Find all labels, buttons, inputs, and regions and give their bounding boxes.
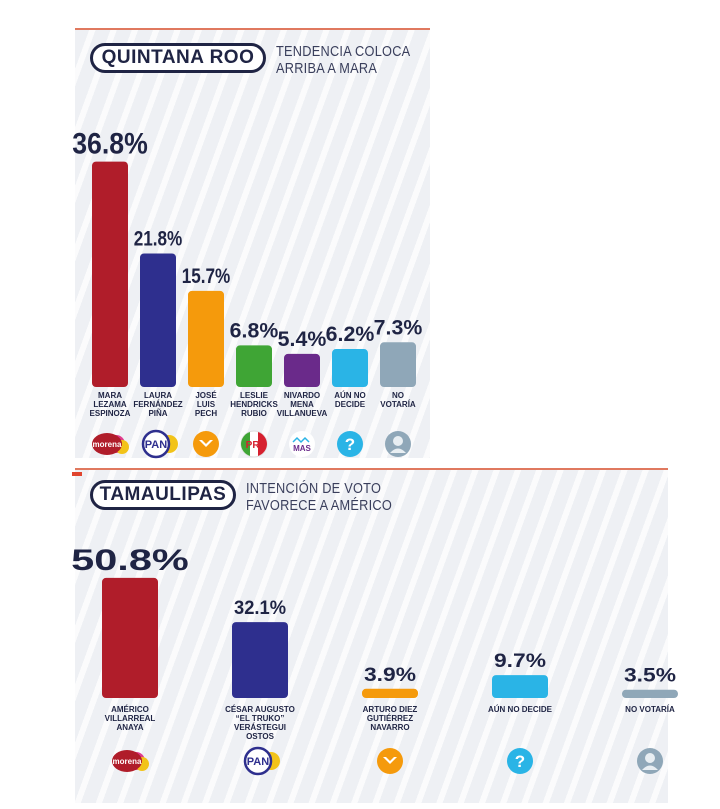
- morena-logo: [92, 433, 122, 455]
- category-label: “EL TRUKO”: [236, 714, 285, 723]
- category-label: ARTURO DIEZ: [363, 705, 418, 714]
- top-rule: [75, 28, 430, 30]
- bar: [622, 689, 678, 698]
- value-label: 3.9%: [364, 665, 416, 686]
- category-label: AÚN NO DECIDE: [488, 705, 553, 714]
- category-label: PIÑA: [148, 409, 167, 418]
- value-label: 7.3%: [374, 316, 423, 339]
- bar: [284, 353, 320, 387]
- question-mark: ?: [515, 752, 525, 771]
- category-label: GUTIÉRREZ: [367, 714, 413, 723]
- morena-logo-text: morena: [113, 757, 142, 766]
- person-head: [393, 436, 403, 446]
- value-label: 5.4%: [278, 328, 327, 351]
- value-label: 21.8%: [134, 227, 183, 250]
- subtitle-tamaulipas: INTENCIÓN DE VOTO FAVORECE A AMÉRICO: [246, 480, 450, 514]
- category-label: NAVARRO: [370, 723, 409, 732]
- category-label: NO: [392, 391, 404, 400]
- mas-logo: [289, 431, 315, 457]
- category-label: NIVARDO: [284, 391, 320, 400]
- bar: [236, 345, 272, 387]
- pan-logo: [141, 429, 171, 459]
- category-label: MARA: [98, 391, 122, 400]
- value-label: 50.8%: [71, 544, 189, 577]
- subtitle-line: ARRIBA A MARA: [276, 60, 378, 77]
- category-label: AÚN NO: [334, 391, 366, 400]
- bar: [332, 349, 368, 387]
- person-body: [390, 448, 406, 453]
- morena-logo: [112, 750, 142, 772]
- category-label: CÉSAR AUGUSTO: [225, 705, 295, 714]
- subtitle-line: FAVORECE A AMÉRICO: [246, 497, 393, 514]
- category-label: VILLANUEVA: [277, 409, 328, 418]
- accent-tick: [72, 472, 82, 476]
- eagle-shape: [199, 440, 213, 447]
- value-label: 9.7%: [494, 651, 546, 672]
- category-label: VERÁSTEGUI: [234, 723, 286, 732]
- value-label: 32.1%: [234, 598, 286, 619]
- category-label: DECIDE: [335, 400, 366, 409]
- bar: [188, 290, 224, 387]
- bar: [380, 342, 416, 387]
- bar: [92, 161, 128, 387]
- background-stripes: [75, 468, 668, 803]
- category-label: ANAYA: [117, 723, 144, 732]
- question-icon: [507, 748, 533, 774]
- state-title-quintana-roo: QUINTANA ROO: [90, 43, 266, 73]
- pri-logo-text: PRI: [246, 440, 263, 451]
- pri-green: [241, 432, 250, 456]
- bar: [232, 622, 288, 698]
- pan-logo-text: PAN: [145, 439, 167, 451]
- question-icon: [337, 431, 363, 457]
- subtitle-line: INTENCIÓN DE VOTO: [246, 480, 382, 497]
- value-label: 3.5%: [624, 666, 676, 687]
- category-label: OSTOS: [246, 732, 275, 741]
- top-rule: [75, 468, 668, 470]
- bar: [492, 675, 548, 698]
- category-label: PECH: [195, 409, 217, 418]
- category-label: RUBIO: [241, 409, 267, 418]
- eagle-shape: [383, 757, 397, 764]
- quintana-roo-panel: [75, 28, 430, 458]
- tamaulipas-panel: [75, 468, 668, 803]
- category-label: FERNÁNDEZ: [133, 400, 182, 409]
- category-label: AMÉRICO: [111, 705, 149, 714]
- morena-logo-text: morena: [93, 440, 122, 449]
- category-label: LAURA: [144, 391, 172, 400]
- category-label: HENDRICKS: [230, 400, 278, 409]
- bar: [140, 253, 176, 387]
- category-label: LUIS: [197, 400, 216, 409]
- subtitle-quintana-roo: TENDENCIA COLOCA ARRIBA A MARA: [276, 43, 480, 77]
- state-title-tamaulipas: TAMAULIPAS: [90, 480, 236, 510]
- category-label: VOTARÍA: [380, 400, 416, 409]
- bar: [102, 577, 158, 698]
- category-label: JOSÉ: [195, 391, 217, 400]
- pan-logo-text: PAN: [247, 756, 269, 768]
- category-label: MENA: [290, 400, 314, 409]
- value-label: 6.2%: [326, 323, 375, 346]
- category-label: LEZAMA: [93, 400, 127, 409]
- category-label: NO VOTARÍA: [625, 705, 675, 714]
- category-label: VILLARREAL: [105, 714, 156, 723]
- value-label: 15.7%: [182, 265, 231, 288]
- value-label: 6.8%: [230, 319, 279, 342]
- mas-wave: [292, 436, 310, 444]
- value-label: 36.8%: [72, 128, 148, 161]
- subtitle-line: TENDENCIA COLOCA: [276, 43, 411, 60]
- person-body: [642, 765, 658, 770]
- category-label: LESLIE: [240, 391, 269, 400]
- pan-logo: [243, 746, 273, 776]
- person-head: [645, 753, 655, 763]
- mas-logo-text: MAS: [293, 444, 311, 453]
- pri-red: [258, 432, 267, 456]
- bar: [362, 688, 418, 698]
- question-mark: ?: [345, 435, 355, 454]
- category-label: ESPINOZA: [90, 409, 131, 418]
